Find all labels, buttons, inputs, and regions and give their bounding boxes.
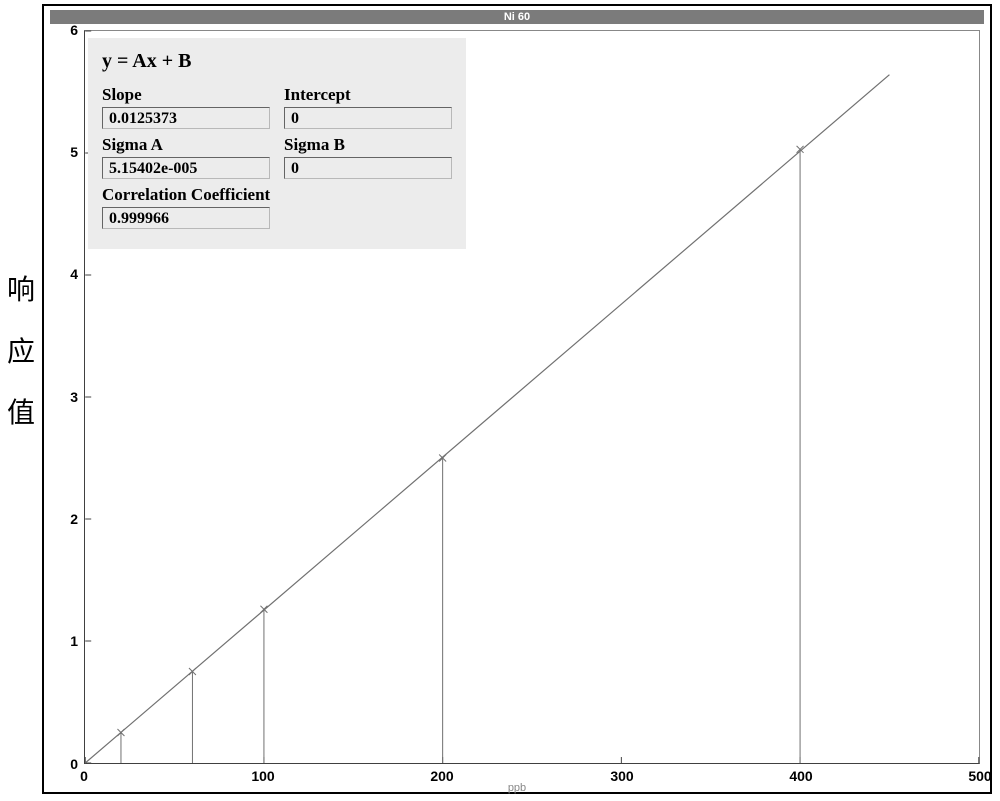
y-axis-label-char-3: 值 <box>7 398 35 429</box>
y-axis-label-char-2: 应 <box>7 337 35 368</box>
intercept-value: 0 <box>284 107 452 129</box>
y-axis-label: 响 应 值 <box>6 260 36 445</box>
intercept-label: Intercept <box>284 85 452 105</box>
chart-title-bar: Ni 60 <box>50 10 984 24</box>
intercept-field: Intercept 0 <box>284 85 452 129</box>
sigma-a-field: Sigma A 5.15402e-005 <box>102 135 270 179</box>
x-axis-label: ppb <box>44 782 990 794</box>
y-tick-4: 4 <box>48 266 78 282</box>
sigma-b-field: Sigma B 0 <box>284 135 452 179</box>
info-row-3: Correlation Coefficient 0.999966 <box>102 185 452 229</box>
y-tick-5: 5 <box>48 144 78 160</box>
root: 响 应 值 Ni 60 6 5 4 3 2 1 0 0 100 200 300 … <box>0 0 1000 801</box>
y-tick-3: 3 <box>48 389 78 405</box>
corr-coef-value: 0.999966 <box>102 207 270 229</box>
corr-coef-field: Correlation Coefficient 0.999966 <box>102 185 270 229</box>
slope-field: Slope 0.0125373 <box>102 85 270 129</box>
equation-text: y = Ax + B <box>102 50 452 73</box>
info-row-1: Slope 0.0125373 Intercept 0 <box>102 85 452 129</box>
info-row-2: Sigma A 5.15402e-005 Sigma B 0 <box>102 135 452 179</box>
sigma-b-label: Sigma B <box>284 135 452 155</box>
y-tick-6: 6 <box>48 22 78 38</box>
sigma-a-label: Sigma A <box>102 135 270 155</box>
corr-coef-label: Correlation Coefficient <box>102 185 270 205</box>
regression-info-panel: y = Ax + B Slope 0.0125373 Intercept 0 S… <box>88 38 466 249</box>
chart-title-text: Ni 60 <box>504 11 530 23</box>
slope-value: 0.0125373 <box>102 107 270 129</box>
y-tick-1: 1 <box>48 633 78 649</box>
slope-label: Slope <box>102 85 270 105</box>
sigma-a-value: 5.15402e-005 <box>102 157 270 179</box>
y-axis-label-char-1: 响 <box>7 275 35 306</box>
y-tick-2: 2 <box>48 511 78 527</box>
chart-container: Ni 60 6 5 4 3 2 1 0 0 100 200 300 400 50… <box>42 4 992 794</box>
sigma-b-value: 0 <box>284 157 452 179</box>
